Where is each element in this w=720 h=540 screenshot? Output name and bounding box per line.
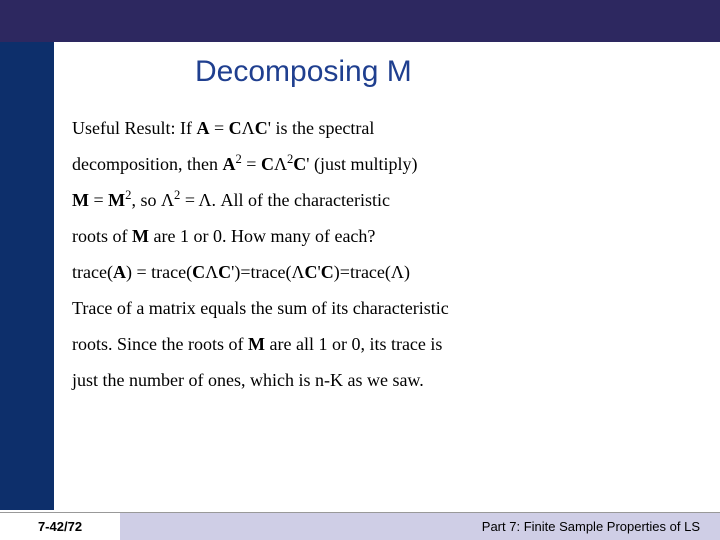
page-number: 7-42/72 [0,512,120,540]
left-sidebar [0,42,54,510]
slide-body: Useful Result: If A = CΛC' is the spectr… [72,110,680,398]
body-line: just the number of ones, which is n-K as… [72,362,680,398]
body-line: roots of M are 1 or 0. How many of each? [72,218,680,254]
slide-title: Decomposing M [195,55,412,89]
body-line: decomposition, then A2 = CΛ2C' (just mul… [72,146,680,182]
body-line: roots. Since the roots of M are all 1 or… [72,326,680,362]
body-line: M = M2, so Λ2 = Λ. All of the characteri… [72,182,680,218]
body-line: trace(A) = trace(CΛC')=trace(ΛC'C)=trace… [72,254,680,290]
footer: 7-42/72 Part 7: Finite Sample Properties… [0,512,720,540]
part-label: Part 7: Finite Sample Properties of LS [120,512,720,540]
body-line: Trace of a matrix equals the sum of its … [72,290,680,326]
body-line: Useful Result: If A = CΛC' is the spectr… [72,110,680,146]
top-bar [0,0,720,42]
